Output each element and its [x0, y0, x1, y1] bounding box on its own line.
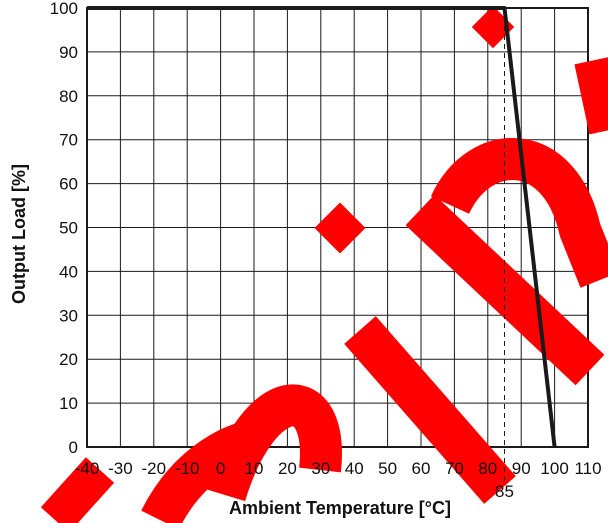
y-tick-label: 30 [59, 306, 78, 325]
x-tick-label: 100 [540, 459, 568, 478]
watermark-stroke [141, 419, 262, 523]
x-tick-label: -40 [75, 459, 100, 478]
watermark-stroke [344, 316, 516, 504]
annotation-label: 85 [495, 482, 514, 501]
y-tick-label: 60 [59, 175, 78, 194]
x-tick-label: 0 [216, 459, 225, 478]
tick-labels: -40 -30 -20 -10 0 10 20 30 40 50 60 70 80 90 100 110 0 10… [50, 0, 602, 501]
y-tick-label: 100 [50, 0, 78, 18]
x-tick-label: 50 [378, 459, 397, 478]
y-tick-label: 40 [59, 262, 78, 281]
x-tick-label: 80 [478, 459, 497, 478]
series [87, 6, 557, 448]
x-tick-label: 70 [445, 459, 464, 478]
x-tick-label: -30 [108, 459, 133, 478]
watermark-dot [314, 202, 366, 254]
y-tick-label: 0 [69, 438, 78, 457]
y-tick-label: 80 [59, 87, 78, 106]
x-tick-label: 110 [574, 459, 601, 478]
series-line [87, 6, 557, 448]
y-tick-label: 70 [59, 131, 78, 150]
watermark-stroke [40, 457, 115, 523]
x-axis-title: Ambient Temperature [°C] [229, 498, 451, 518]
x-tick-label: 10 [245, 459, 264, 478]
x-tick-label: 90 [512, 459, 531, 478]
x-tick-label: -20 [142, 459, 167, 478]
watermark [40, 5, 608, 523]
y-tick-label: 20 [59, 350, 78, 369]
x-tick-label: -10 [175, 459, 200, 478]
x-tick-label: 40 [345, 459, 364, 478]
y-tick-label: 50 [59, 219, 78, 238]
y-tick-label: 10 [59, 394, 78, 413]
x-tick-label: 60 [412, 459, 431, 478]
y-axis-title: Output Load [%] [9, 164, 29, 304]
x-tick-label: 20 [278, 459, 297, 478]
watermark-stroke [574, 57, 608, 135]
y-tick-label: 90 [59, 43, 78, 62]
x-tick-label: 30 [311, 459, 330, 478]
